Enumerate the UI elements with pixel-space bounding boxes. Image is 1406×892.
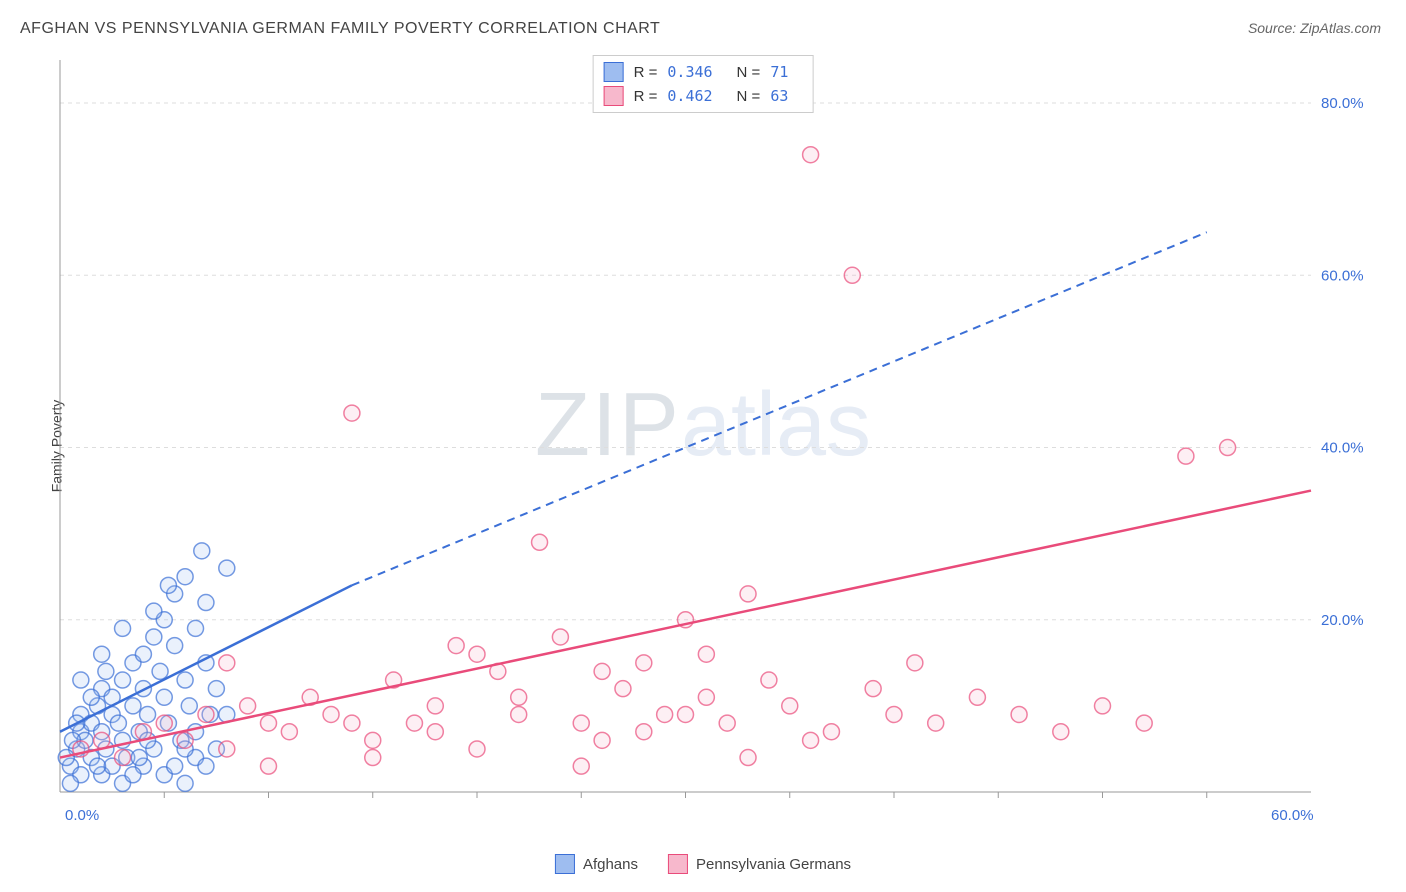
n-label: N =: [737, 88, 761, 105]
svg-text:40.0%: 40.0%: [1321, 440, 1364, 457]
chart-title: AFGHAN VS PENNSYLVANIA GERMAN FAMILY POV…: [20, 20, 660, 38]
swatch-afghans: [604, 62, 624, 82]
svg-text:80.0%: 80.0%: [1321, 95, 1364, 112]
scatter-plot-svg: 20.0% 40.0% 60.0% 80.0% 0.0% 60.0%: [50, 50, 1381, 832]
r-label: R =: [634, 64, 658, 81]
legend-label-penn-germans: Pennsylvania Germans: [696, 856, 851, 873]
svg-text:60.0%: 60.0%: [1321, 267, 1364, 284]
swatch-afghans-bottom: [555, 854, 575, 874]
correlation-legend: R = 0.346 N = 71 R = 0.462 N = 63: [593, 55, 814, 113]
r-value-afghans: 0.346: [667, 63, 712, 81]
legend-row-penn-germans: R = 0.462 N = 63: [604, 84, 803, 108]
r-value-penn-germans: 0.462: [667, 87, 712, 105]
svg-text:60.0%: 60.0%: [1271, 807, 1314, 824]
n-value-afghans: 71: [770, 63, 788, 81]
legend-label-afghans: Afghans: [583, 856, 638, 873]
swatch-penn-germans: [604, 86, 624, 106]
source-attribution: Source: ZipAtlas.com: [1248, 20, 1381, 36]
legend-item-afghans: Afghans: [555, 854, 638, 874]
series-legend: Afghans Pennsylvania Germans: [555, 854, 851, 874]
n-label: N =: [737, 64, 761, 81]
n-value-penn-germans: 63: [770, 87, 788, 105]
svg-text:0.0%: 0.0%: [65, 807, 99, 824]
chart-container: AFGHAN VS PENNSYLVANIA GERMAN FAMILY POV…: [0, 0, 1406, 892]
legend-item-penn-germans: Pennsylvania Germans: [668, 854, 851, 874]
source-label: Source:: [1248, 20, 1296, 36]
swatch-penn-germans-bottom: [668, 854, 688, 874]
source-name: ZipAtlas.com: [1300, 20, 1381, 36]
svg-text:20.0%: 20.0%: [1321, 612, 1364, 629]
r-label: R =: [634, 88, 658, 105]
legend-row-afghans: R = 0.346 N = 71: [604, 60, 803, 84]
plot-area: 20.0% 40.0% 60.0% 80.0% 0.0% 60.0%: [50, 50, 1381, 832]
